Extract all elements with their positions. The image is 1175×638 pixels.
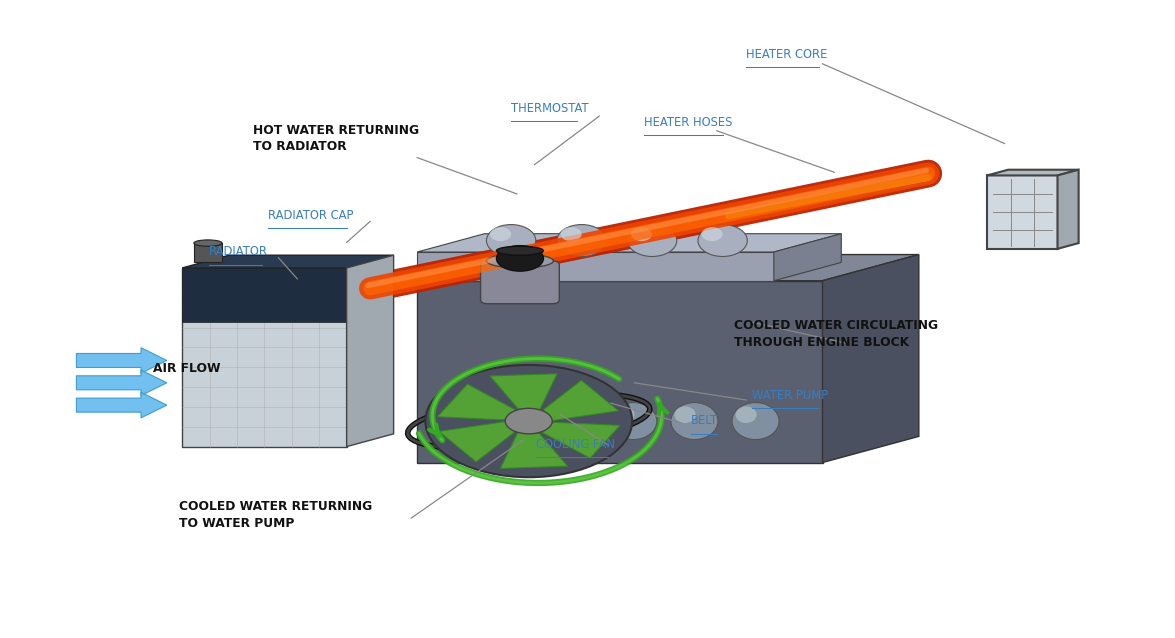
FancyBboxPatch shape	[481, 261, 559, 304]
Polygon shape	[822, 255, 919, 463]
Ellipse shape	[736, 406, 757, 423]
Text: WATER PUMP: WATER PUMP	[752, 389, 828, 402]
Ellipse shape	[488, 403, 535, 440]
Polygon shape	[76, 392, 167, 418]
Ellipse shape	[698, 225, 747, 256]
Text: AIR FLOW: AIR FLOW	[153, 362, 220, 375]
Polygon shape	[1058, 170, 1079, 249]
Ellipse shape	[631, 227, 652, 241]
Circle shape	[505, 408, 552, 434]
Polygon shape	[501, 431, 568, 468]
Polygon shape	[417, 281, 822, 463]
Ellipse shape	[194, 240, 222, 246]
Polygon shape	[539, 422, 620, 458]
Ellipse shape	[560, 227, 582, 241]
Circle shape	[425, 365, 632, 477]
Ellipse shape	[674, 406, 696, 423]
Polygon shape	[490, 374, 557, 412]
Polygon shape	[439, 421, 513, 462]
Ellipse shape	[486, 254, 553, 268]
Polygon shape	[417, 252, 774, 281]
Polygon shape	[76, 370, 167, 396]
Polygon shape	[987, 170, 1079, 175]
Text: COOLED WATER CIRCULATING
THROUGH ENGINE BLOCK: COOLED WATER CIRCULATING THROUGH ENGINE …	[734, 320, 939, 349]
Polygon shape	[182, 268, 347, 447]
Polygon shape	[347, 255, 394, 447]
Ellipse shape	[486, 225, 536, 256]
Text: HEATER HOSES: HEATER HOSES	[644, 116, 732, 129]
Ellipse shape	[427, 403, 474, 440]
Ellipse shape	[627, 225, 677, 256]
Text: RADIATOR: RADIATOR	[209, 246, 268, 258]
Ellipse shape	[496, 246, 543, 255]
Polygon shape	[774, 234, 841, 281]
Ellipse shape	[430, 406, 451, 423]
Ellipse shape	[549, 403, 596, 440]
Polygon shape	[182, 268, 347, 322]
Text: HEATER CORE: HEATER CORE	[746, 48, 827, 61]
Ellipse shape	[490, 227, 511, 241]
Polygon shape	[417, 234, 841, 252]
Ellipse shape	[613, 406, 634, 423]
Circle shape	[496, 246, 543, 271]
Text: COOLED WATER RETURNING
TO WATER PUMP: COOLED WATER RETURNING TO WATER PUMP	[179, 500, 371, 530]
Polygon shape	[544, 380, 618, 421]
Polygon shape	[182, 255, 394, 268]
Polygon shape	[417, 255, 919, 281]
Ellipse shape	[491, 406, 512, 423]
Polygon shape	[76, 348, 167, 373]
Ellipse shape	[671, 403, 718, 440]
Ellipse shape	[732, 403, 779, 440]
Text: RADIATOR CAP: RADIATOR CAP	[268, 209, 354, 222]
Ellipse shape	[701, 227, 723, 241]
Ellipse shape	[552, 406, 573, 423]
Ellipse shape	[610, 403, 657, 440]
Ellipse shape	[557, 225, 606, 256]
Text: BELT: BELT	[691, 415, 718, 427]
Text: HOT WATER RETURNING
TO RADIATOR: HOT WATER RETURNING TO RADIATOR	[253, 124, 418, 153]
Text: COOLING FAN: COOLING FAN	[536, 438, 615, 451]
Polygon shape	[194, 243, 222, 262]
Text: THERMOSTAT: THERMOSTAT	[511, 102, 589, 115]
Polygon shape	[987, 175, 1058, 249]
Polygon shape	[437, 384, 518, 420]
